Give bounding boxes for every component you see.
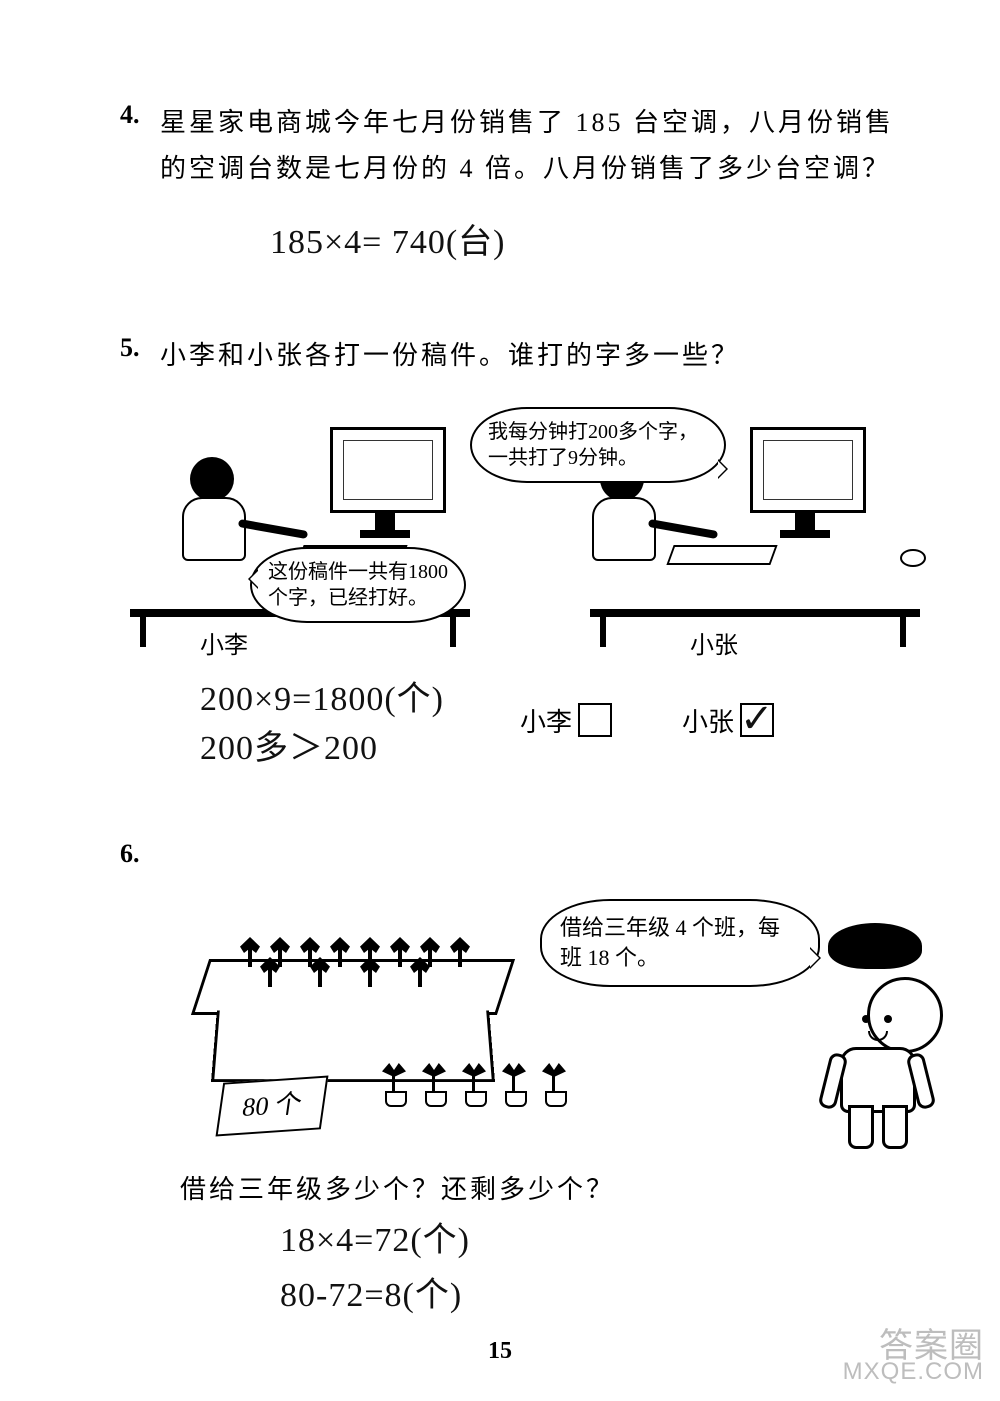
desk-leg — [450, 617, 456, 647]
mouse-zhang — [900, 549, 926, 567]
torso-zhang — [592, 497, 656, 561]
pot-icon — [505, 1091, 527, 1107]
plant-icon — [410, 957, 430, 987]
plant-icon — [360, 957, 380, 987]
desk-leg — [600, 617, 606, 647]
problem-6-number: 6. — [120, 839, 156, 869]
problem-6-answer-line2: 80-72=8(个) — [280, 1267, 910, 1316]
pot-icon — [465, 1091, 487, 1107]
problem-5-illustration: 这份稿件一共有1800个字，已经打好。 小李 我每分钟打200多个字，一共打了9… — [130, 397, 910, 657]
boy-hair — [828, 923, 922, 969]
choice-zhang-box[interactable]: ✓ — [740, 703, 774, 737]
monitor-base — [360, 530, 410, 538]
speech-bubble-boy: 借给三年级 4 个班，每班 18 个。 — [540, 899, 820, 987]
label-li: 小李 — [200, 625, 248, 660]
quantity-tag: 80 个 — [216, 1075, 329, 1136]
problem-5-text: 小李和小张各打一份稿件。谁打的字多一些？ — [160, 333, 900, 379]
checkmark-icon: ✓ — [740, 695, 775, 742]
problem-4: 4. 星星家电商城今年七月份销售了 185 台空调，八月份销售的空调台数是七月份… — [120, 100, 910, 263]
problem-4-text: 星星家电商城今年七月份销售了 185 台空调，八月份销售的空调台数是七月份的 4… — [160, 100, 900, 192]
boy-figure — [810, 929, 940, 1139]
plant-icon — [330, 937, 350, 967]
speech-bubble-zhang: 我每分钟打200多个字，一共打了9分钟。 — [470, 407, 726, 483]
problem-5-number: 5. — [120, 333, 156, 363]
choice-li-box[interactable] — [578, 703, 612, 737]
plant-icon — [450, 937, 470, 967]
choice-li: 小李 — [520, 702, 612, 739]
monitor-zhang — [750, 427, 866, 513]
boy-leg — [882, 1105, 908, 1149]
problem-4-number: 4. — [120, 100, 156, 130]
monitor-li — [330, 427, 446, 513]
monitor-stand — [795, 510, 815, 532]
plant-icon — [240, 937, 260, 967]
problem-4-answer: 185×4= 740(台) — [270, 214, 910, 263]
problem-6: 6. — [120, 839, 910, 1316]
monitor-stand — [375, 510, 395, 532]
plant-icon — [260, 957, 280, 987]
pot-icon — [425, 1091, 447, 1107]
plant-icon — [310, 957, 330, 987]
desk-leg — [900, 617, 906, 647]
plant-icon — [390, 937, 410, 967]
boy-eye — [884, 1015, 892, 1023]
problem-5-answer-line2: 200多＞200 — [200, 720, 520, 769]
watermark-line1: 答案圈 — [843, 1333, 984, 1359]
planter-body — [211, 1010, 495, 1082]
problem-5-row: 200×9=1800(个) 200多＞200 小李 小张 ✓ — [120, 671, 910, 769]
planter-top — [191, 959, 515, 1015]
boy-head — [867, 977, 943, 1053]
keyboard-zhang — [666, 545, 777, 565]
worksheet-page: 4. 星星家电商城今年七月份销售了 185 台空调，八月份销售的空调台数是七月份… — [0, 0, 1000, 1401]
head-li — [190, 457, 234, 501]
desk-leg — [140, 617, 146, 647]
watermark-line2: MXQE.COM — [843, 1359, 984, 1385]
arm-zhang — [648, 519, 718, 539]
pot-icon — [385, 1091, 407, 1107]
problem-6-answer-line1: 18×4=72(个) — [280, 1212, 910, 1261]
problem-5-answer-line1: 200×9=1800(个) — [200, 671, 520, 720]
speech-bubble-li: 这份稿件一共有1800个字，已经打好。 — [250, 547, 466, 623]
arm-li — [238, 519, 308, 539]
planter-box — [200, 959, 500, 1079]
boy-eye — [862, 1015, 870, 1023]
monitor-base — [780, 530, 830, 538]
choice-li-label: 小李 — [520, 702, 572, 739]
problem-6-illustration: 80 个 借给三年级 4 个班，每班 18 个。 — [160, 879, 940, 1159]
choice-zhang: 小张 ✓ — [682, 702, 774, 739]
desk-zhang — [590, 609, 920, 617]
watermark: 答案圈 MXQE.COM — [843, 1333, 984, 1385]
choice-zhang-label: 小张 — [682, 702, 734, 739]
problem-6-question: 借给三年级多少个？还剩多少个？ — [180, 1169, 910, 1206]
problem-5: 5. 小李和小张各打一份稿件。谁打的字多一些？ 这份稿件一共有1800个字，已经… — [120, 333, 910, 769]
pot-icon — [545, 1091, 567, 1107]
label-zhang: 小张 — [690, 625, 738, 660]
boy-leg — [848, 1105, 874, 1149]
torso-li — [182, 497, 246, 561]
boy-body — [840, 1047, 916, 1113]
